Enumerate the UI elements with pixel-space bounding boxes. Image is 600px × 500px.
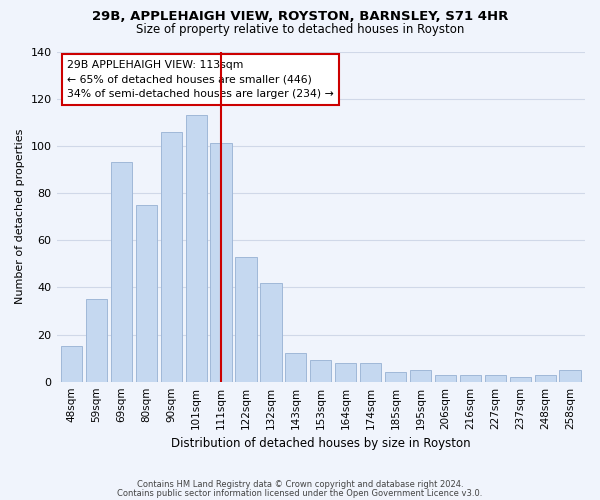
Text: Contains public sector information licensed under the Open Government Licence v3: Contains public sector information licen… xyxy=(118,488,482,498)
Bar xyxy=(460,374,481,382)
Bar xyxy=(136,205,157,382)
Bar xyxy=(61,346,82,382)
X-axis label: Distribution of detached houses by size in Royston: Distribution of detached houses by size … xyxy=(171,437,470,450)
Bar xyxy=(310,360,331,382)
Bar xyxy=(535,374,556,382)
Bar xyxy=(86,299,107,382)
Bar xyxy=(360,363,381,382)
Bar xyxy=(509,377,531,382)
Bar xyxy=(285,354,307,382)
Bar xyxy=(235,256,257,382)
Y-axis label: Number of detached properties: Number of detached properties xyxy=(15,129,25,304)
Bar xyxy=(559,370,581,382)
Bar xyxy=(410,370,431,382)
Bar xyxy=(161,132,182,382)
Bar xyxy=(435,374,456,382)
Bar xyxy=(335,363,356,382)
Bar xyxy=(385,372,406,382)
Bar xyxy=(185,115,207,382)
Bar xyxy=(260,282,281,382)
Text: Size of property relative to detached houses in Royston: Size of property relative to detached ho… xyxy=(136,22,464,36)
Bar xyxy=(111,162,132,382)
Bar xyxy=(485,374,506,382)
Text: 29B APPLEHAIGH VIEW: 113sqm
← 65% of detached houses are smaller (446)
34% of se: 29B APPLEHAIGH VIEW: 113sqm ← 65% of det… xyxy=(67,60,334,100)
Text: 29B, APPLEHAIGH VIEW, ROYSTON, BARNSLEY, S71 4HR: 29B, APPLEHAIGH VIEW, ROYSTON, BARNSLEY,… xyxy=(92,10,508,23)
Text: Contains HM Land Registry data © Crown copyright and database right 2024.: Contains HM Land Registry data © Crown c… xyxy=(137,480,463,489)
Bar xyxy=(211,144,232,382)
